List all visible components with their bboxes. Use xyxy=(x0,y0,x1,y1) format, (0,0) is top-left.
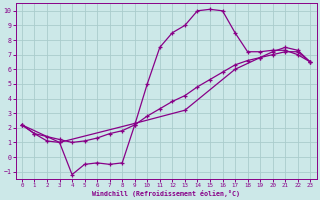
X-axis label: Windchill (Refroidissement éolien,°C): Windchill (Refroidissement éolien,°C) xyxy=(92,190,240,197)
